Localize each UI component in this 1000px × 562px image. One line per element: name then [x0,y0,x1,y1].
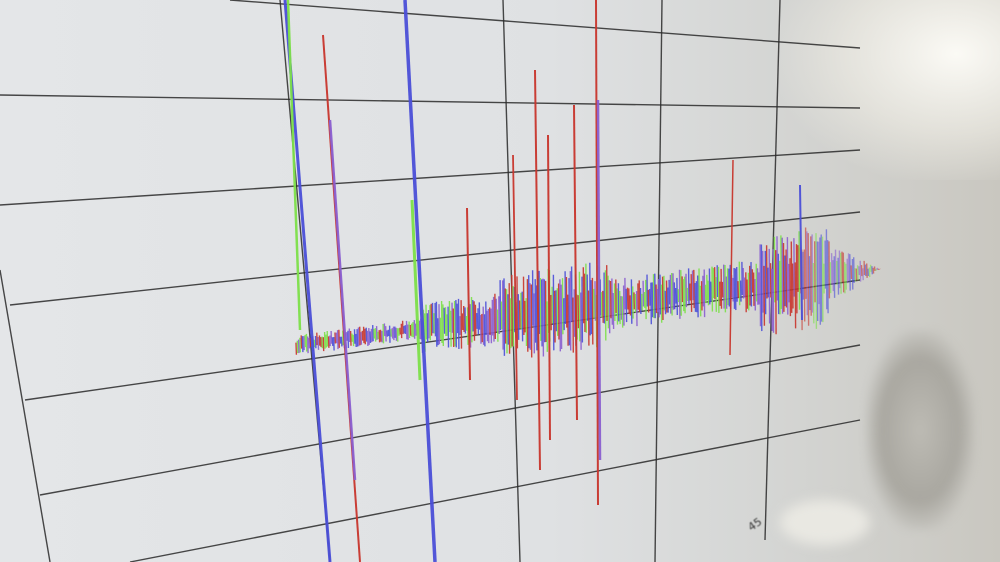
grid-line-horizontal [39,344,861,496]
grid-line-horizontal [229,0,861,49]
waveform-spike [534,69,541,471]
seismic-waveform [283,0,881,562]
blurred-object [780,500,870,545]
waveform-spike [403,0,437,562]
waveform-spike [596,99,602,461]
blurred-instrument [865,330,975,530]
window-light-glare [780,0,1000,180]
waveform-spike [328,119,357,481]
grid-line-vertical [0,269,51,562]
grid-line-horizontal [129,419,861,562]
grid-line-horizontal [9,211,861,306]
waveform-spike [512,154,518,401]
waveform-spike [466,207,471,381]
grid-line-horizontal [0,149,861,206]
waveform-spike [729,159,734,356]
grid-line-horizontal [0,94,861,109]
waveform-spike [595,0,599,506]
waveform-spike [547,134,551,441]
waveform-spike [410,199,422,381]
waveform-spike [799,184,803,321]
waveform-spike [573,104,578,421]
waveform-spike [286,0,302,331]
